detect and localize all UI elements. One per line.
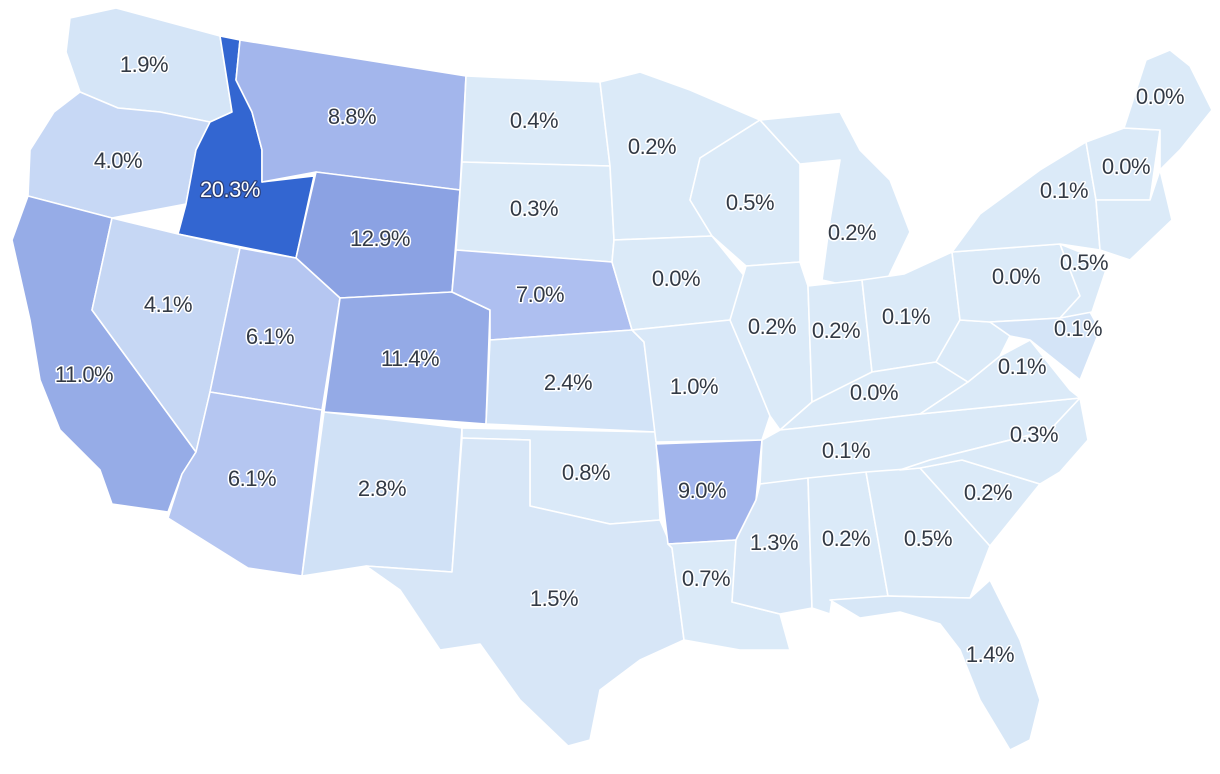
value-label-ks: 2.4%	[544, 370, 592, 395]
value-label-la: 0.7%	[682, 566, 730, 591]
state-nc[interactable]	[899, 397, 1089, 485]
value-label-nd: 0.4%	[510, 108, 558, 133]
value-label-ia: 0.0%	[652, 266, 700, 291]
value-label-ok: 0.8%	[562, 460, 610, 485]
value-label-al: 0.2%	[822, 526, 870, 551]
value-labels: 1.9% 4.0% 11.0% 20.3% 4.1% 8.8% 12.9% 6.1% 6.1% 1…	[53, 50, 1186, 668]
state-me[interactable]	[1123, 49, 1213, 171]
value-label-nm: 2.8%	[358, 476, 406, 501]
value-label-mi: 0.2%	[828, 220, 876, 245]
value-label-va: 0.1%	[998, 354, 1046, 379]
value-label-nc: 0.3%	[1010, 422, 1058, 447]
value-label-sc: 0.2%	[964, 480, 1012, 505]
value-label-mo: 1.0%	[670, 374, 718, 399]
value-label-wy: 12.9%	[350, 226, 410, 251]
value-label-wv: 0.1%	[1054, 316, 1102, 341]
state-az[interactable]	[167, 391, 323, 577]
state-ut[interactable]	[209, 247, 341, 411]
value-label-nv: 4.1%	[144, 292, 192, 317]
value-label-ne: 7.0%	[516, 282, 564, 307]
value-label-id: 20.3%	[200, 177, 260, 202]
value-label-ny: 0.1%	[1040, 178, 1088, 203]
value-label-sd: 0.3%	[510, 196, 558, 221]
state-tx[interactable]	[365, 437, 685, 747]
value-label-co: 11.4%	[381, 346, 439, 371]
value-label-ms: 1.3%	[750, 530, 798, 555]
value-label-tx: 1.5%	[530, 586, 578, 611]
state-nj[interactable]	[1059, 243, 1107, 319]
value-label-in: 0.2%	[812, 318, 860, 343]
value-label-tn: 0.1%	[822, 438, 870, 463]
value-label-ca: 11.0%	[55, 362, 113, 387]
value-label-fl: 1.4%	[966, 642, 1014, 667]
value-label-il: 0.2%	[748, 314, 796, 339]
value-label-az: 6.1%	[228, 466, 276, 491]
state-new-england-south[interactable]	[1095, 169, 1173, 261]
value-label-wa: 1.9%	[120, 52, 168, 77]
value-label-nj: 0.5%	[1060, 250, 1108, 275]
state-fl[interactable]	[829, 579, 1041, 751]
value-label-ut: 6.1%	[246, 324, 294, 349]
value-label-pa: 0.0%	[992, 264, 1040, 289]
value-label-oh: 0.1%	[882, 304, 930, 329]
value-label-or: 4.0%	[94, 148, 142, 173]
state-vt[interactable]	[1085, 127, 1161, 201]
value-label-me: 0.0%	[1136, 84, 1184, 109]
value-label-mn: 0.2%	[628, 134, 676, 159]
value-label-ga: 0.5%	[904, 526, 952, 551]
value-label-wi: 0.5%	[726, 190, 774, 215]
value-label-vt: 0.0%	[1102, 154, 1150, 179]
state-shapes	[11, 7, 1213, 751]
value-label-ar: 9.0%	[678, 478, 726, 503]
value-label-ky: 0.0%	[850, 380, 898, 405]
value-label-mt: 8.8%	[328, 104, 376, 129]
